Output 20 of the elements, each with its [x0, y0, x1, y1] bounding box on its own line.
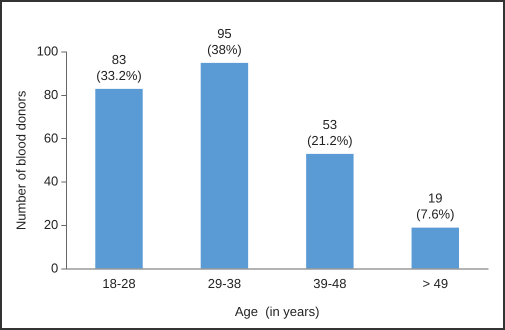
y-tick-label: 40 — [44, 174, 58, 189]
data-label: 19 (7.6%) — [416, 190, 454, 222]
data-label: 53 (21.2%) — [307, 116, 353, 148]
x-tick-label: 18-28 — [102, 276, 136, 292]
data-label: 83 (33.2%) — [96, 52, 142, 83]
data-label: 95 (38%) — [207, 26, 242, 57]
y-axis-title: Number of blood donors — [13, 90, 28, 230]
bar — [306, 154, 354, 268]
x-tick-label: 29-38 — [208, 276, 242, 292]
bar — [412, 228, 460, 268]
x-tick-label: 39-48 — [313, 276, 346, 292]
y-tick-label: 60 — [44, 130, 58, 146]
x-tick-label: > 49 — [422, 276, 448, 292]
bar — [95, 88, 143, 268]
y-tick-label: 20 — [44, 217, 58, 232]
y-tick-label: 100 — [36, 44, 58, 59]
y-tick-label: 0 — [51, 260, 58, 276]
y-tick-label: 80 — [44, 86, 58, 102]
x-axis-title: Age (in years) — [234, 304, 320, 319]
bar — [200, 62, 248, 268]
